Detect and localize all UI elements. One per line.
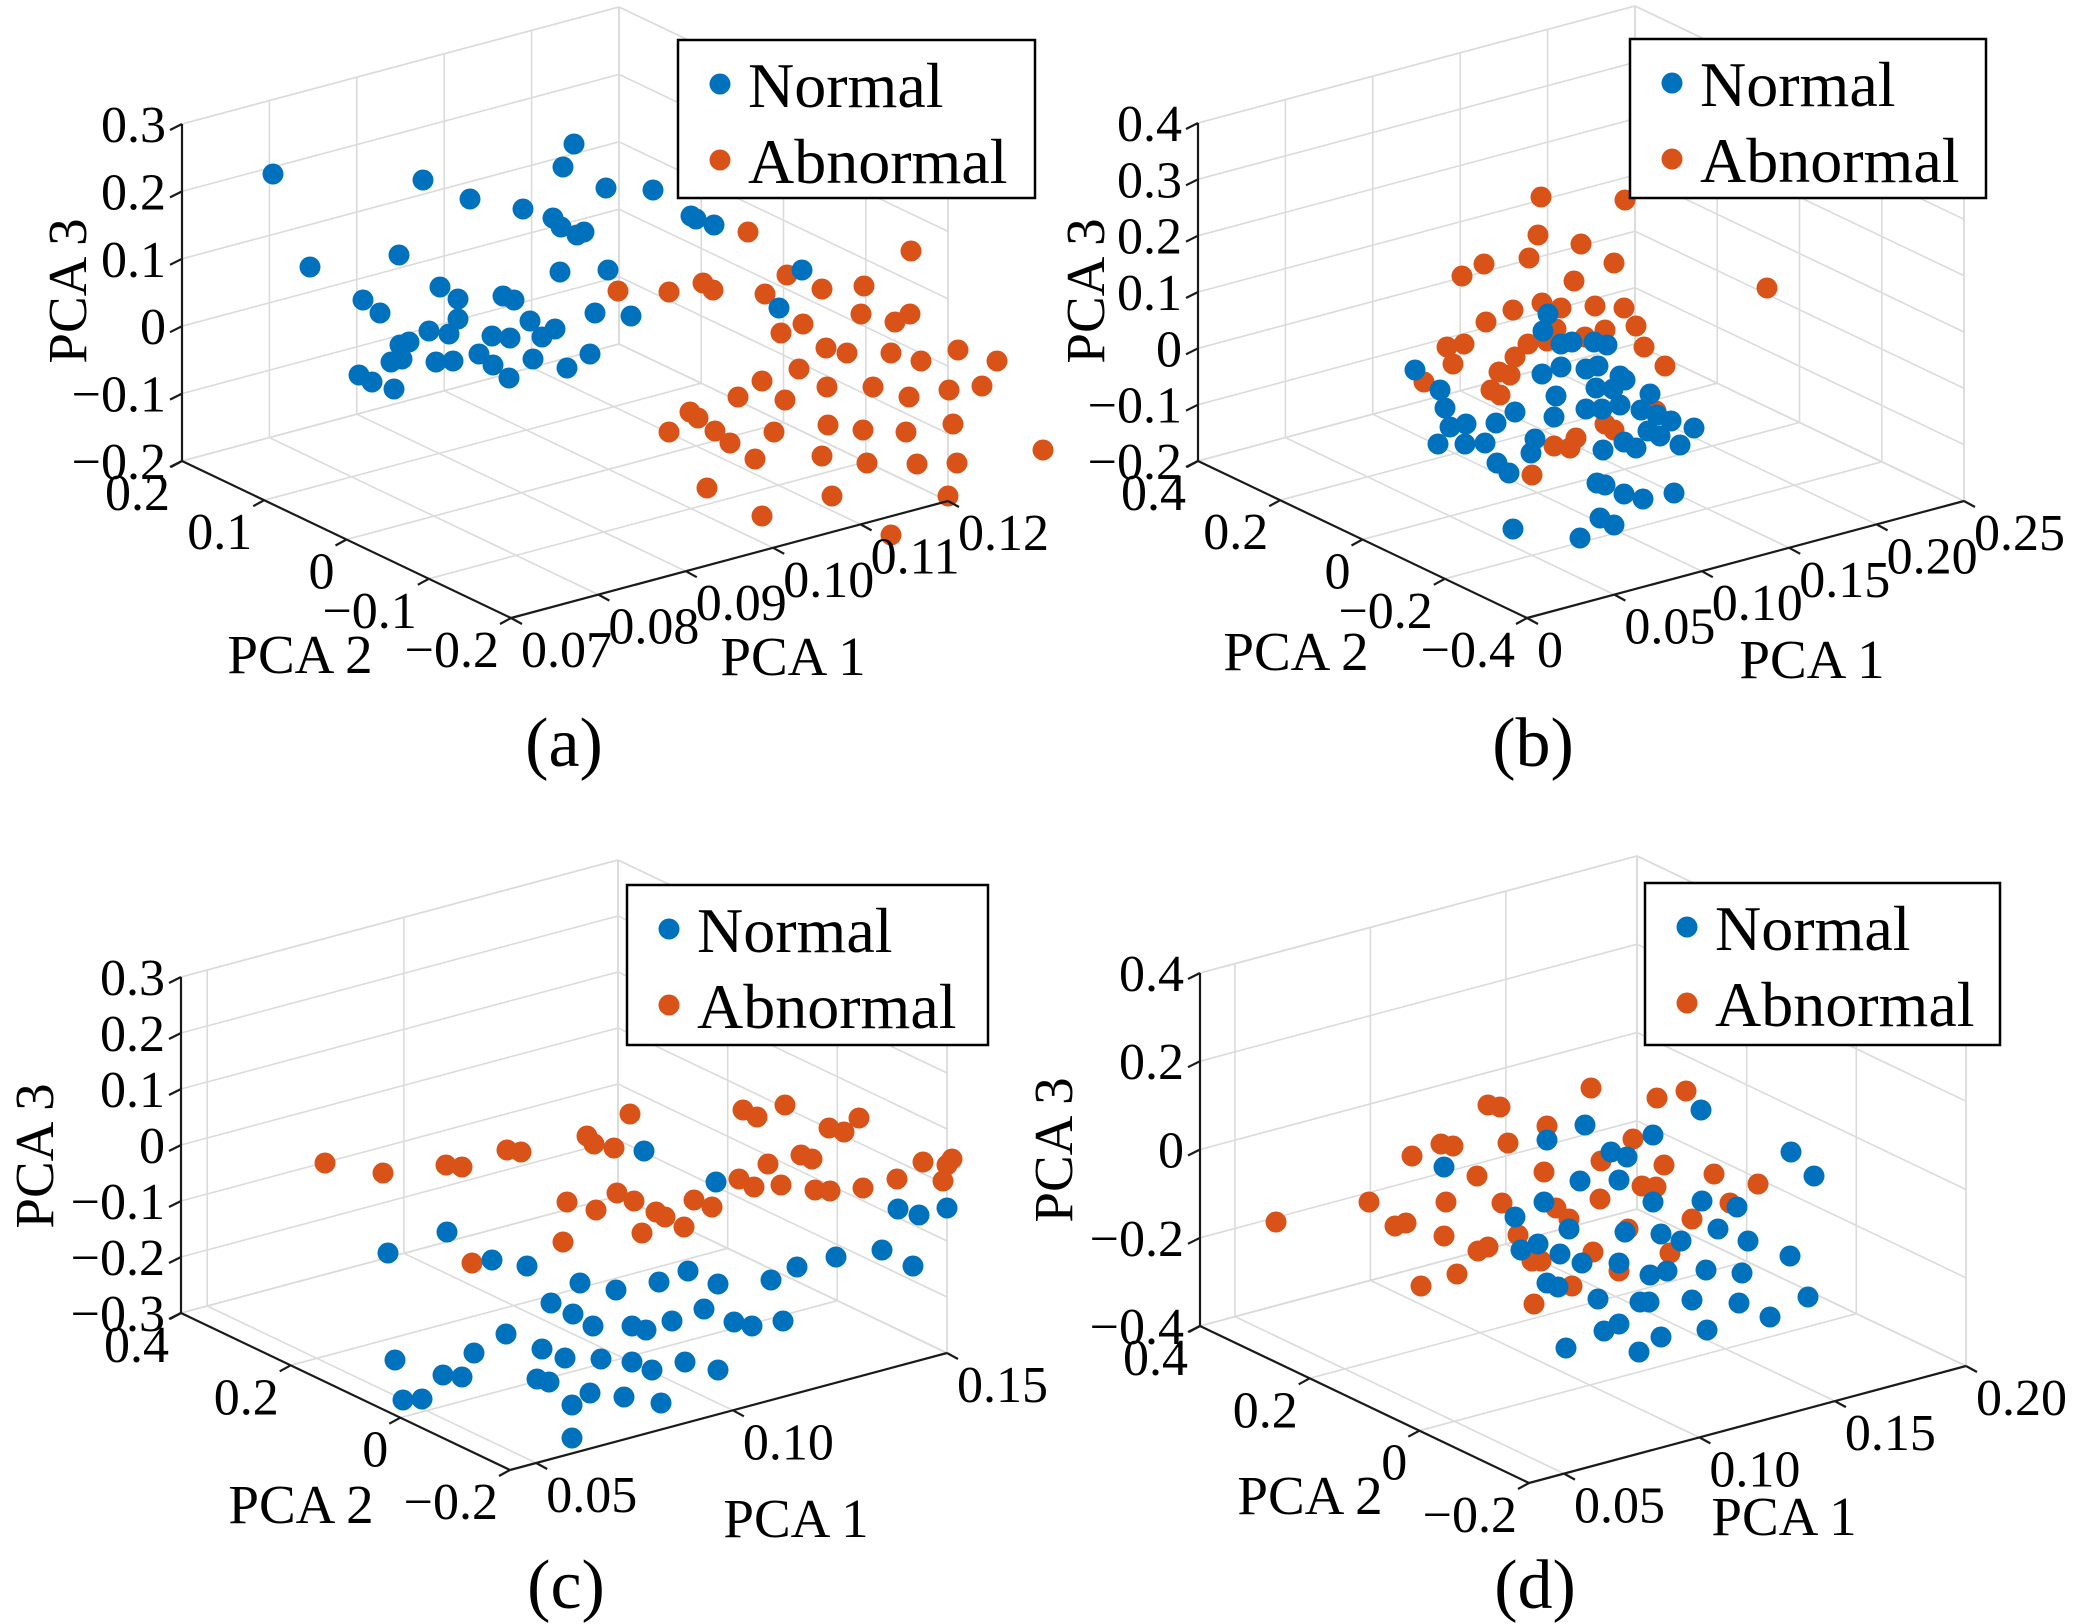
svg-text:0.09: 0.09	[696, 575, 787, 632]
svg-text:0.12: 0.12	[958, 505, 1049, 562]
svg-text:0.2: 0.2	[1233, 1382, 1298, 1439]
svg-text:0.25: 0.25	[1974, 505, 2065, 562]
svg-text:0.05: 0.05	[546, 1467, 637, 1524]
svg-text:Abnormal: Abnormal	[697, 971, 957, 1042]
svg-text:0.1: 0.1	[100, 1062, 165, 1119]
svg-text:PCA 1: PCA 1	[1739, 629, 1884, 690]
svg-text:−0.4: −0.4	[1090, 1299, 1184, 1356]
svg-text:0.2: 0.2	[105, 465, 170, 522]
svg-text:0.4: 0.4	[1117, 96, 1182, 153]
svg-text:0.3: 0.3	[1117, 152, 1182, 209]
svg-text:0.10: 0.10	[1709, 1441, 1800, 1498]
svg-text:Abnormal: Abnormal	[748, 126, 1008, 197]
svg-text:0.1: 0.1	[187, 504, 252, 561]
svg-text:(b): (b)	[1492, 705, 1574, 782]
svg-text:Normal: Normal	[748, 50, 944, 121]
svg-text:0.3: 0.3	[101, 97, 166, 154]
svg-text:−0.1: −0.1	[72, 367, 166, 424]
svg-text:0: 0	[1156, 321, 1182, 378]
svg-text:Abnormal: Abnormal	[1700, 125, 1960, 196]
svg-text:0.2: 0.2	[1117, 209, 1182, 266]
svg-text:0: 0	[1158, 1123, 1184, 1180]
svg-text:0: 0	[140, 299, 166, 356]
svg-text:PCA 1: PCA 1	[720, 626, 865, 687]
svg-text:−0.2: −0.2	[404, 1474, 498, 1531]
svg-text:(d): (d)	[1494, 1547, 1576, 1624]
svg-text:−0.1: −0.1	[322, 583, 416, 640]
svg-text:Normal: Normal	[1700, 49, 1896, 120]
svg-text:0.4: 0.4	[1123, 1330, 1188, 1387]
svg-text:−0.2: −0.2	[71, 1230, 165, 1287]
svg-text:0.15: 0.15	[1845, 1405, 1936, 1462]
svg-text:Abnormal: Abnormal	[1715, 969, 1975, 1040]
svg-text:PCA 1: PCA 1	[1711, 1486, 1856, 1547]
svg-text:0.20: 0.20	[1887, 528, 1978, 585]
svg-text:−0.2: −0.2	[1338, 583, 1432, 640]
svg-text:0.05: 0.05	[1624, 599, 1715, 656]
svg-text:0.4: 0.4	[1121, 465, 1186, 522]
svg-text:PCA 2: PCA 2	[228, 1474, 373, 1535]
svg-text:(c): (c)	[527, 1547, 605, 1624]
svg-text:PCA 2: PCA 2	[1223, 621, 1368, 682]
svg-text:0.07: 0.07	[521, 622, 612, 679]
svg-text:−0.3: −0.3	[71, 1286, 165, 1343]
svg-text:0: 0	[139, 1118, 165, 1175]
svg-text:0.10: 0.10	[1712, 575, 1803, 632]
svg-text:0.15: 0.15	[957, 1357, 1048, 1414]
svg-text:−0.2: −0.2	[1088, 434, 1182, 491]
svg-text:0: 0	[362, 1422, 388, 1479]
svg-text:0: 0	[309, 544, 335, 601]
svg-text:Normal: Normal	[697, 895, 893, 966]
svg-text:PCA 3: PCA 3	[1023, 1077, 1084, 1222]
svg-text:0.10: 0.10	[783, 552, 874, 609]
svg-text:−0.1: −0.1	[71, 1174, 165, 1231]
svg-text:0.4: 0.4	[104, 1317, 169, 1374]
svg-text:0.1: 0.1	[1117, 265, 1182, 322]
svg-text:0.11: 0.11	[871, 528, 960, 585]
svg-text:Normal: Normal	[1715, 893, 1911, 964]
svg-text:PCA 2: PCA 2	[227, 624, 372, 685]
svg-text:0.15: 0.15	[1799, 552, 1890, 609]
svg-text:PCA 2: PCA 2	[1237, 1465, 1382, 1526]
svg-text:0.20: 0.20	[1976, 1370, 2067, 1427]
svg-text:−0.1: −0.1	[1088, 378, 1182, 435]
svg-text:−0.2: −0.2	[405, 622, 499, 679]
svg-text:PCA 3: PCA 3	[1055, 218, 1116, 363]
svg-text:0.2: 0.2	[1203, 504, 1268, 561]
svg-text:(a): (a)	[525, 705, 603, 782]
svg-text:0.2: 0.2	[100, 1006, 165, 1063]
svg-text:0.2: 0.2	[214, 1369, 279, 1426]
svg-text:0.2: 0.2	[101, 164, 166, 221]
svg-text:0: 0	[1325, 544, 1351, 601]
svg-text:−0.2: −0.2	[72, 434, 166, 491]
svg-text:PCA 1: PCA 1	[723, 1488, 868, 1549]
svg-text:PCA 3: PCA 3	[4, 1083, 65, 1228]
svg-text:PCA 3: PCA 3	[37, 218, 98, 363]
svg-text:0.05: 0.05	[1574, 1478, 1665, 1535]
svg-text:0.4: 0.4	[1119, 946, 1184, 1003]
svg-text:0.2: 0.2	[1119, 1034, 1184, 1091]
svg-text:0: 0	[1381, 1435, 1407, 1492]
svg-text:0.10: 0.10	[743, 1414, 834, 1471]
svg-text:0: 0	[1537, 622, 1563, 679]
svg-text:−0.2: −0.2	[1423, 1487, 1517, 1544]
svg-text:0.08: 0.08	[608, 599, 699, 656]
svg-text:−0.2: −0.2	[1090, 1211, 1184, 1268]
svg-text:−0.4: −0.4	[1421, 622, 1515, 679]
svg-text:0.1: 0.1	[101, 232, 166, 289]
svg-text:0.3: 0.3	[100, 950, 165, 1007]
